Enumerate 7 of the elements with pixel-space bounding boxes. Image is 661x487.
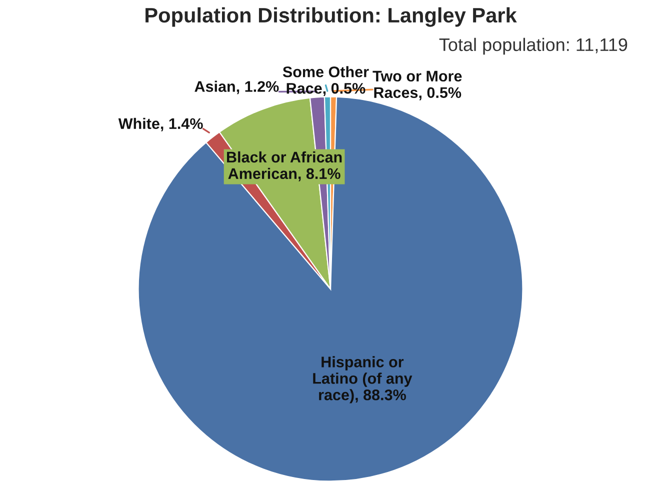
slice-label: Hispanic or Latino (of any race), 88.3% [313, 356, 412, 404]
text: Total population: 11,119 [439, 38, 628, 55]
slice-label: Asian, 1.2% [194, 80, 279, 94]
slice-label: Black or African American, 8.1% [227, 151, 342, 182]
slice-label: White, 1.4% [118, 118, 203, 132]
chart-title: Population Distribution: Langley Park [146, 7, 517, 27]
slice-label: Two or More Races, 0.5% [372, 70, 462, 100]
